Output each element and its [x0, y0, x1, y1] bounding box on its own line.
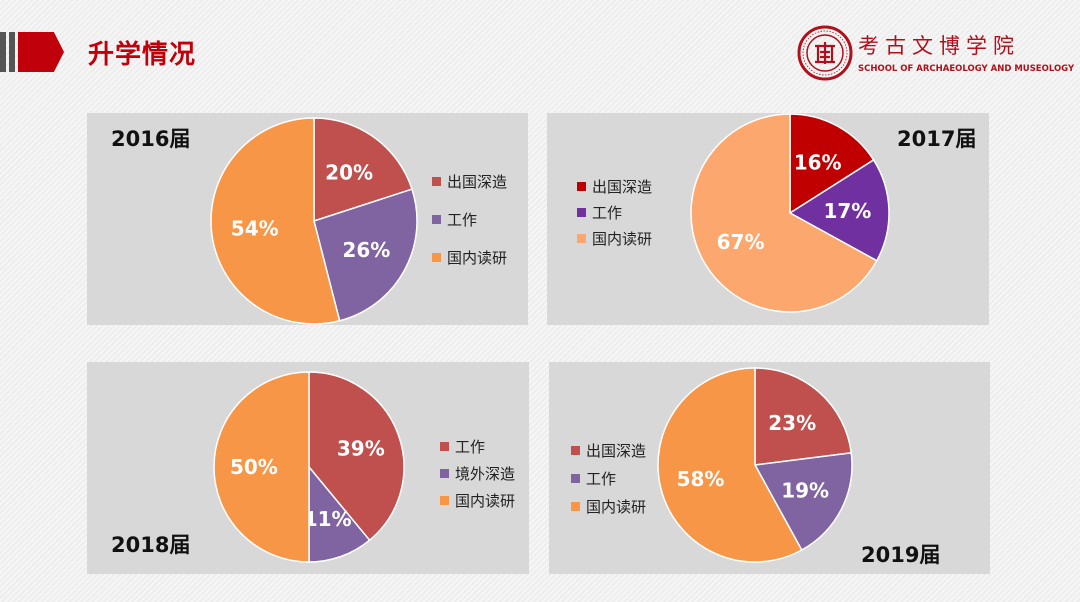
legend-swatch — [577, 208, 586, 217]
legend-item: 出国深造 — [577, 176, 652, 197]
pie-chart-2016: 20% 26% 54% — [210, 117, 418, 325]
pie-chart-2019: 23% 19% 58% — [657, 367, 853, 563]
pie-slice — [313, 117, 413, 223]
legend-item: 出国深造 — [432, 171, 507, 192]
pie-slice — [789, 113, 875, 215]
pie-data-label: 16% — [794, 151, 842, 175]
legend-label: 出国深造 — [586, 442, 647, 460]
legend-swatch — [432, 177, 441, 186]
pie-data-label: 58% — [677, 467, 725, 491]
pie-data-label: 17% — [823, 199, 871, 223]
legend-item: 工作 — [432, 209, 477, 230]
chart-title: 2019届 — [861, 543, 941, 567]
pie-slice — [210, 117, 341, 325]
pie-data-label: 20% — [325, 161, 373, 185]
legend-item: 国内读研 — [571, 496, 646, 517]
pie-slice — [690, 113, 878, 313]
chart-panel-2016: 20% 26% 54% 2016届 出国深造工作国内读研 — [87, 113, 528, 325]
pie-slice — [313, 188, 418, 322]
legend-item: 工作 — [571, 468, 616, 489]
pie-data-label: 67% — [717, 230, 765, 254]
pie-slice — [754, 367, 853, 466]
legend-swatch — [432, 215, 441, 224]
chart-title: 2017届 — [897, 127, 977, 151]
chart-panel-2018: 39% 11% 50% 2018届 工作境外深造国内读研 — [87, 362, 529, 574]
legend-item: 国内读研 — [577, 228, 652, 249]
legend-swatch — [440, 442, 449, 451]
chart-title: 2018届 — [111, 533, 191, 557]
pie-chart-2017: 16% 17% 67% — [690, 113, 890, 313]
pie-slice — [788, 158, 890, 262]
logo-english-name: SCHOOL OF ARCHAEOLOGY AND MUSEOLOGY — [858, 64, 1075, 74]
legend-item: 国内读研 — [440, 490, 515, 511]
chart-title: 2016届 — [111, 127, 191, 151]
header-arrow — [18, 32, 64, 72]
legend-swatch — [577, 234, 586, 243]
legend-label: 出国深造 — [592, 178, 653, 196]
pie-slice — [308, 371, 405, 542]
legend-label: 工作 — [455, 438, 486, 456]
legend-swatch — [571, 446, 580, 455]
legend-swatch — [440, 496, 449, 505]
pie-data-label: 23% — [768, 411, 816, 435]
header-bars — [0, 32, 80, 72]
chart-panel-2017: 16% 17% 67% 2017届 出国深造工作国内读研 — [547, 113, 989, 325]
pie-data-label: 39% — [337, 436, 385, 460]
legend-item: 国内读研 — [432, 247, 507, 268]
pie-data-label: 26% — [342, 238, 390, 262]
pie-slice — [308, 464, 371, 563]
logo-chinese-name: 考古文博学院 — [858, 34, 1020, 58]
chart-panel-2019: 23% 19% 58% 2019届 出国深造工作国内读研 — [549, 362, 990, 574]
legend-label: 工作 — [586, 470, 617, 488]
legend-label: 国内读研 — [447, 249, 508, 267]
legend-label: 境外深造 — [455, 465, 516, 483]
legend-item: 出国深造 — [571, 440, 646, 461]
header-bar-dark — [0, 32, 6, 72]
university-seal-icon — [797, 25, 853, 81]
legend-item: 工作 — [440, 436, 485, 457]
pie-data-label: 11% — [304, 507, 352, 531]
legend-label: 国内读研 — [586, 498, 647, 516]
pie-data-label: 19% — [781, 479, 829, 503]
page-title: 升学情况 — [88, 40, 197, 70]
legend-swatch — [577, 182, 586, 191]
legend-swatch — [571, 502, 580, 511]
legend-swatch — [440, 469, 449, 478]
legend-item: 境外深造 — [440, 463, 515, 484]
pie-chart-2018: 39% 11% 50% — [213, 371, 405, 563]
legend-label: 出国深造 — [447, 173, 508, 191]
pie-slice — [657, 367, 803, 563]
legend-label: 工作 — [447, 211, 478, 229]
pie-slice — [753, 452, 853, 552]
pie-slice — [213, 371, 310, 563]
pie-data-label: 54% — [231, 216, 279, 240]
school-logo: 考古文博学院 SCHOOL OF ARCHAEOLOGY AND MUSEOLO… — [796, 24, 1074, 82]
legend-label: 国内读研 — [455, 492, 516, 510]
legend-label: 工作 — [592, 204, 623, 222]
header-bar-dark — [9, 32, 15, 72]
legend-label: 国内读研 — [592, 230, 653, 248]
legend-swatch — [432, 253, 441, 262]
legend-item: 工作 — [577, 202, 622, 223]
legend-swatch — [571, 474, 580, 483]
pie-data-label: 50% — [230, 455, 278, 479]
